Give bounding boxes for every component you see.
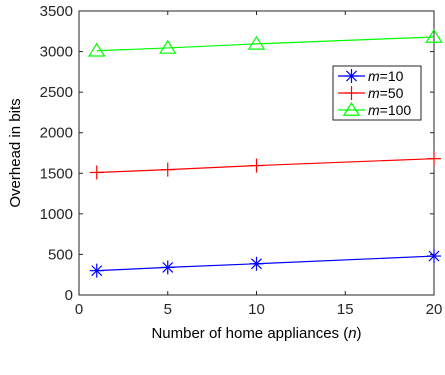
data-point	[160, 260, 175, 275]
series-2	[89, 151, 441, 180]
legend-label: m=100	[368, 102, 411, 118]
series-1	[89, 249, 441, 278]
legend: m=10m=50m=100	[332, 65, 422, 121]
legend-label: m=50	[368, 85, 404, 101]
legend-marker	[344, 86, 359, 100]
series-3	[87, 28, 443, 57]
series-line	[96, 158, 435, 174]
y-tick-label: 1500	[40, 165, 73, 182]
data-point	[160, 162, 175, 177]
y-tick-label: 500	[48, 246, 73, 263]
y-tick-label: 3000	[40, 44, 73, 61]
legend-item: m=50	[338, 85, 404, 101]
y-tick-label: 2500	[40, 84, 73, 101]
y-tick-label: 3500	[40, 3, 73, 20]
series-layer	[87, 28, 443, 278]
data-point	[158, 39, 177, 54]
legend-marker	[342, 101, 361, 116]
y-tick-label: 1000	[40, 206, 73, 223]
x-tick-label: 10	[248, 301, 265, 318]
legend-marker	[344, 69, 359, 83]
legend-label: m=10	[368, 68, 404, 84]
x-tick-label: 5	[164, 301, 172, 318]
data-point	[247, 35, 266, 50]
data-point	[249, 256, 264, 271]
data-point	[425, 28, 443, 43]
plot-area	[78, 10, 435, 296]
data-point	[87, 42, 106, 57]
x-axis-title: Number of home appliances (n)	[151, 325, 361, 342]
data-point	[427, 151, 441, 166]
y-tick-label: 2000	[40, 125, 73, 142]
x-tick-label: 15	[337, 301, 354, 318]
data-point	[249, 158, 264, 173]
x-tick-label: 0	[75, 301, 83, 318]
data-point	[427, 249, 441, 264]
legend-item: m=100	[338, 101, 411, 118]
axis-ticks: 0 5 10 15 20 0 500 1000 1500 2000 2500 3000 3500	[40, 3, 443, 318]
data-point	[89, 165, 104, 180]
legend-item: m=10	[338, 68, 404, 84]
y-tick-label: 0	[65, 287, 73, 304]
data-point	[89, 263, 104, 278]
series-line	[96, 36, 435, 52]
x-tick-label: 20	[426, 301, 443, 318]
series-line	[96, 255, 435, 272]
y-axis-title: Overhead in bits	[7, 98, 24, 207]
